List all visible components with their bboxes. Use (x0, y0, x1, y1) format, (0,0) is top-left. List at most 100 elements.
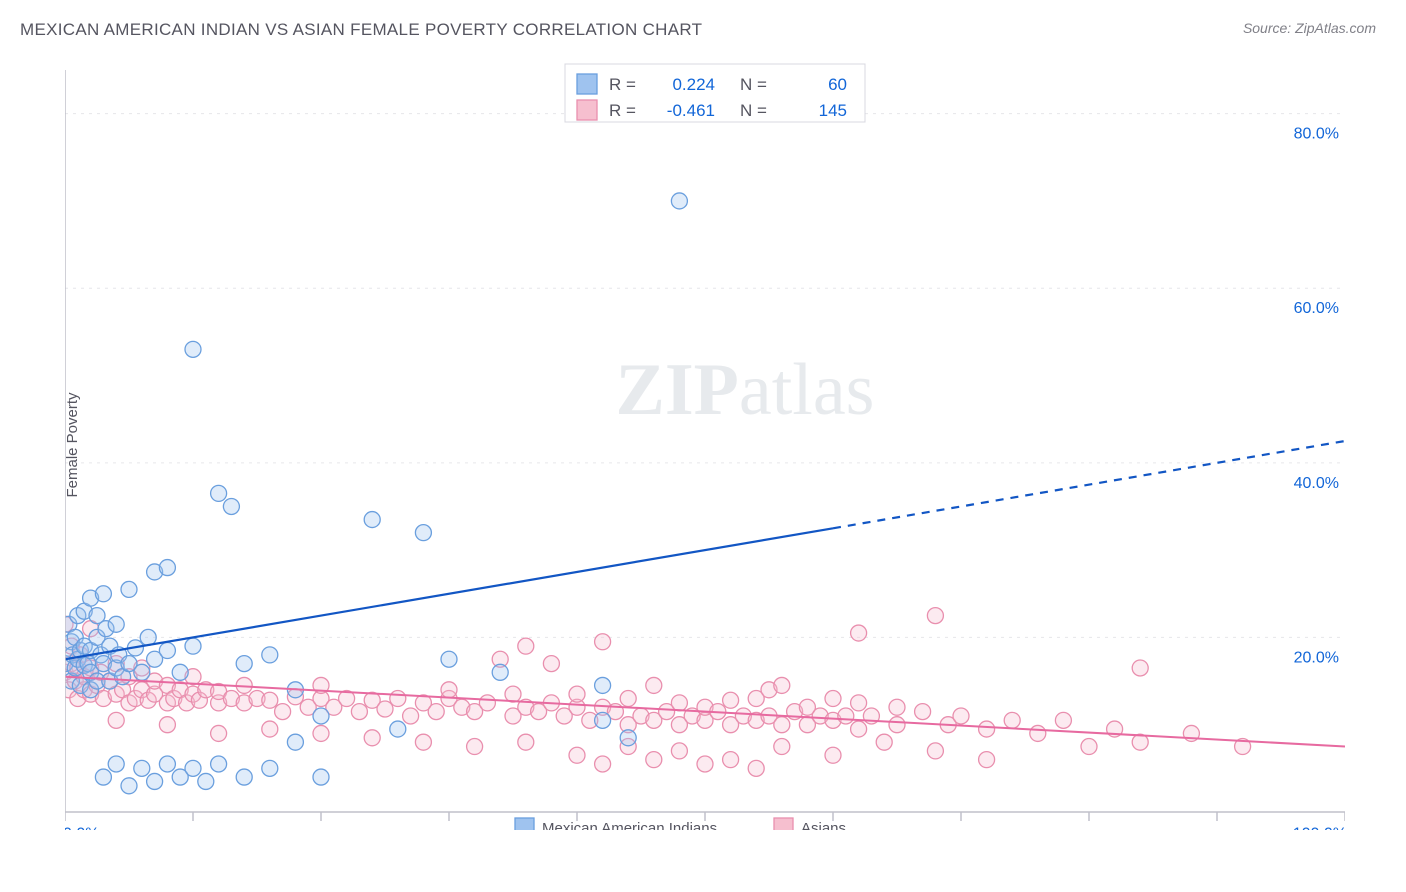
data-point-asian (889, 717, 905, 733)
data-point-asian (851, 695, 867, 711)
stats-swatch (577, 74, 597, 94)
data-point-asian (415, 734, 431, 750)
data-point-asian (774, 739, 790, 755)
scatter-plot: 20.0%40.0%60.0%80.0%ZIPatlas0.0%100.0%Me… (65, 60, 1345, 830)
data-point-mai (121, 581, 137, 597)
legend-label: Mexican American Indians (542, 820, 717, 830)
trendline-mai-dash (833, 441, 1345, 528)
data-point-asian (646, 677, 662, 693)
data-point-mai (159, 756, 175, 772)
data-point-mai (236, 656, 252, 672)
data-point-mai (287, 734, 303, 750)
x-tick-label: 0.0% (65, 825, 99, 830)
data-point-mai (108, 616, 124, 632)
source-label: Source: ZipAtlas.com (1243, 20, 1376, 36)
data-point-mai (172, 664, 188, 680)
legend-label: Asians (801, 820, 846, 830)
data-point-mai (390, 721, 406, 737)
data-point-asian (595, 634, 611, 650)
data-point-mai (415, 525, 431, 541)
data-point-asian (428, 704, 444, 720)
data-point-mai (620, 730, 636, 746)
data-point-asian (851, 721, 867, 737)
data-point-asian (108, 712, 124, 728)
watermark: ZIPatlas (616, 349, 875, 431)
data-point-asian (723, 752, 739, 768)
data-point-mai (121, 778, 137, 794)
x-tick-label: 100.0% (1293, 825, 1345, 830)
data-point-asian (569, 686, 585, 702)
data-point-asian (518, 734, 534, 750)
legend-swatch (774, 818, 793, 830)
data-point-asian (774, 717, 790, 733)
data-point-asian (1004, 712, 1020, 728)
data-point-asian (646, 752, 662, 768)
data-point-asian (505, 686, 521, 702)
data-point-asian (671, 695, 687, 711)
data-point-asian (569, 747, 585, 763)
data-point-mai (595, 677, 611, 693)
legend-swatch (515, 818, 534, 830)
stats-r-value: 0.224 (672, 75, 715, 94)
data-point-asian (1055, 712, 1071, 728)
stats-n-value: 145 (819, 101, 847, 120)
stats-n-label: N = (740, 75, 767, 94)
data-point-mai (159, 643, 175, 659)
data-point-asian (403, 708, 419, 724)
data-point-mai (236, 769, 252, 785)
data-point-mai (262, 760, 278, 776)
data-point-asian (262, 721, 278, 737)
data-point-asian (377, 701, 393, 717)
data-point-mai (185, 760, 201, 776)
data-point-mai (198, 773, 214, 789)
data-point-asian (774, 677, 790, 693)
data-point-asian (748, 760, 764, 776)
data-point-mai (364, 512, 380, 528)
data-point-asian (979, 721, 995, 737)
data-point-mai (262, 647, 278, 663)
chart-title: MEXICAN AMERICAN INDIAN VS ASIAN FEMALE … (20, 20, 702, 40)
data-point-mai (492, 664, 508, 680)
trendline-mai (65, 528, 833, 659)
data-point-asian (211, 725, 227, 741)
header: MEXICAN AMERICAN INDIAN VS ASIAN FEMALE … (0, 0, 1406, 40)
stats-r-value: -0.461 (667, 101, 715, 120)
bottom-legend: Mexican American Indians Asians (515, 818, 846, 830)
data-point-mai (313, 769, 329, 785)
trendline-asian (65, 677, 1345, 747)
data-point-asian (1132, 660, 1148, 676)
data-point-asian (262, 692, 278, 708)
data-point-mai (313, 708, 329, 724)
data-point-asian (851, 625, 867, 641)
data-point-asian (723, 692, 739, 708)
data-point-mai (95, 586, 111, 602)
data-point-asian (1030, 725, 1046, 741)
data-point-asian (979, 752, 995, 768)
data-point-asian (441, 682, 457, 698)
data-point-mai (159, 560, 175, 576)
data-point-asian (927, 608, 943, 624)
stats-n-value: 60 (828, 75, 847, 94)
y-tick-label: 20.0% (1294, 649, 1339, 666)
data-point-mai (108, 756, 124, 772)
data-point-asian (313, 725, 329, 741)
data-point-mai (223, 498, 239, 514)
data-point-asian (543, 656, 559, 672)
y-tick-label: 60.0% (1294, 300, 1339, 317)
data-point-asian (159, 717, 175, 733)
data-point-mai (441, 651, 457, 667)
data-point-asian (390, 691, 406, 707)
data-point-asian (1081, 739, 1097, 755)
data-point-asian (953, 708, 969, 724)
data-point-asian (697, 756, 713, 772)
data-point-asian (889, 699, 905, 715)
stats-r-label: R = (609, 101, 636, 120)
stats-r-label: R = (609, 75, 636, 94)
data-point-mai (211, 485, 227, 501)
data-point-mai (671, 193, 687, 209)
data-point-asian (620, 691, 636, 707)
data-point-asian (275, 704, 291, 720)
y-tick-label: 80.0% (1294, 126, 1339, 143)
data-point-asian (479, 695, 495, 711)
data-point-asian (876, 734, 892, 750)
